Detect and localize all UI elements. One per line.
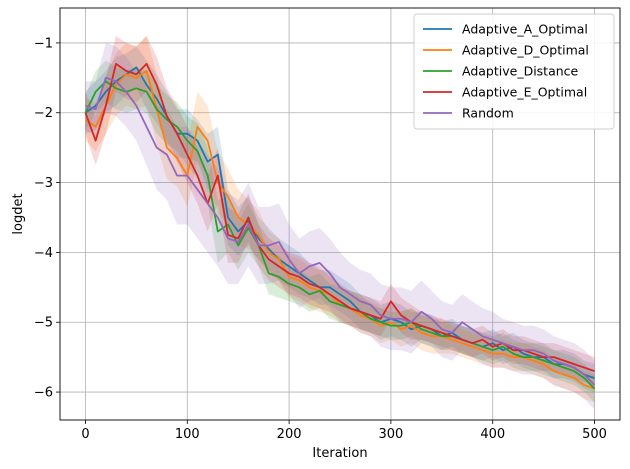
y-tick-label: −5 — [34, 316, 53, 331]
band-adaptive-d-optimal — [85, 35, 595, 403]
legend-label: Random — [462, 106, 514, 121]
y-tick-label: −2 — [34, 106, 53, 121]
legend-box — [413, 13, 615, 130]
x-tick-label: 0 — [81, 427, 89, 442]
band-random — [85, 42, 595, 410]
x-tick-label: 300 — [378, 427, 403, 442]
legend-label: Adaptive_A_Optimal — [462, 22, 588, 37]
band-adaptive-a-optimal — [85, 46, 595, 393]
band-adaptive-e-optimal — [85, 35, 595, 386]
legend: Adaptive_A_Optimal Adaptive_D_Optimal Adap… — [413, 13, 615, 130]
legend-label: Adaptive_D_Optimal — [462, 43, 589, 58]
axis-ticks: 0 100 200 300 400 500 −6 −5 −4 −3 −2 −1 — [34, 36, 607, 442]
line-random — [85, 76, 596, 386]
line-adaptive-e-optimal — [84, 62, 595, 372]
y-axis-label: logdet — [11, 193, 26, 234]
legend-label: Adaptive_Distance — [462, 64, 579, 79]
x-tick-label: 500 — [582, 427, 607, 442]
y-tick-label: −4 — [34, 246, 53, 261]
y-tick-label: −1 — [34, 36, 53, 51]
plot-frame — [59, 7, 621, 421]
x-axis-label: Iteration — [312, 446, 367, 461]
series-lines — [84, 62, 596, 390]
y-tick-label: −3 — [34, 176, 53, 191]
x-tick-label: 100 — [175, 427, 200, 442]
band-adaptive-distance — [85, 60, 595, 403]
x-tick-label: 200 — [277, 427, 302, 442]
series-bands — [85, 35, 595, 410]
x-tick-label: 400 — [480, 427, 505, 442]
y-tick-label: −6 — [34, 386, 53, 401]
legend-label: Adaptive_E_Optimal — [462, 85, 587, 100]
